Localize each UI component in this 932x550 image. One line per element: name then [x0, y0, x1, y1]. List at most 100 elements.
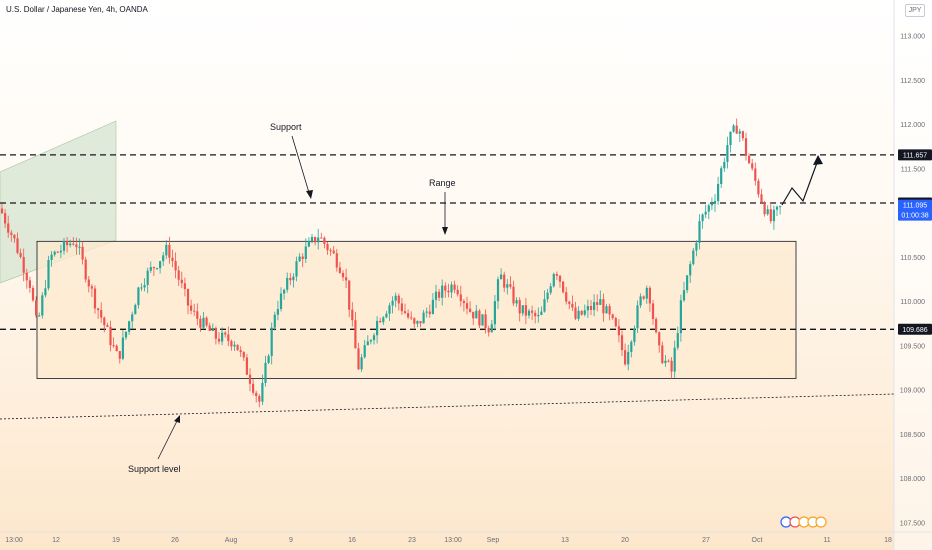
candle-body	[279, 293, 283, 310]
candle-body	[531, 310, 534, 313]
x-tick-label: 13	[561, 537, 569, 544]
price-level-badge-label: 111.657	[903, 152, 927, 159]
candle-body	[648, 287, 651, 304]
candle-body	[518, 300, 521, 314]
candle-body	[459, 294, 462, 302]
candle-body	[134, 305, 137, 315]
candle-body	[431, 299, 434, 314]
candle-body	[462, 301, 465, 304]
candle-body	[10, 232, 13, 235]
candle-body	[571, 303, 574, 308]
x-tick-label: 9	[289, 537, 293, 544]
y-tick-label: 113.000	[900, 34, 925, 41]
candle-body	[481, 314, 484, 326]
candle-body	[620, 335, 624, 351]
candle-body	[211, 328, 214, 331]
candle-body	[586, 305, 589, 311]
candle-body	[760, 194, 763, 203]
candle-body	[472, 311, 475, 319]
x-tick-label: 27	[702, 537, 710, 544]
candle-body	[146, 270, 149, 285]
candle-body	[441, 285, 444, 298]
candle-body	[574, 307, 577, 319]
candle-body	[323, 237, 326, 244]
candle-body	[345, 277, 348, 281]
x-tick-label: 12	[52, 537, 60, 544]
candle-body	[292, 276, 295, 281]
candle-body	[149, 267, 152, 271]
candle-body	[286, 277, 289, 290]
candle-body	[667, 360, 670, 362]
candle-body	[307, 241, 310, 247]
candle-body	[562, 281, 565, 293]
candle-body	[512, 286, 515, 304]
candle-body	[438, 291, 441, 298]
currency-button[interactable]: JPY	[905, 4, 925, 17]
candle-body	[320, 237, 323, 239]
candle-body	[689, 264, 692, 276]
candle-body	[558, 275, 562, 282]
price-axis[interactable]	[894, 0, 932, 550]
candle-body	[267, 355, 270, 363]
last-price-label: 111.095	[903, 203, 927, 210]
candle-body	[128, 321, 131, 332]
candle-body	[580, 310, 583, 315]
candle-body	[137, 287, 140, 306]
candle-body	[35, 300, 38, 316]
candle-body	[419, 321, 422, 324]
candle-body	[543, 299, 546, 312]
candle-body	[729, 131, 732, 146]
candle-body	[534, 312, 537, 317]
y-tick-label: 107.500	[900, 520, 925, 527]
support-arrowhead	[306, 190, 313, 199]
event-flag-icon[interactable]	[815, 516, 827, 528]
candle-body	[301, 256, 304, 260]
candle-body	[583, 310, 586, 315]
candle-body	[698, 221, 701, 243]
candle-body	[332, 250, 335, 254]
candle-body	[713, 200, 717, 204]
candle-body	[506, 284, 509, 288]
candle-body	[289, 277, 292, 281]
candle-body	[679, 300, 682, 334]
candle-body	[500, 274, 503, 280]
candle-body	[751, 163, 754, 169]
range-box	[36, 240, 797, 379]
candle-body	[710, 203, 713, 206]
candle-body	[741, 131, 744, 139]
candle-body	[224, 332, 227, 335]
candle-body	[565, 292, 568, 302]
candle-body	[208, 325, 211, 331]
candle-body	[47, 259, 50, 289]
candle-body	[664, 360, 667, 364]
candle-body	[366, 341, 369, 346]
candle-body	[686, 275, 689, 291]
candle-body	[503, 274, 506, 288]
support-level-arrowhead	[174, 415, 180, 423]
candle-body	[425, 311, 428, 313]
y-tick-label: 112.500	[900, 78, 925, 85]
candle-body	[106, 325, 109, 327]
candle-body	[453, 284, 456, 290]
candle-body	[335, 253, 338, 268]
candle-body	[537, 314, 540, 317]
candle-body	[217, 338, 221, 342]
candle-body	[611, 314, 614, 319]
candle-body	[670, 360, 673, 372]
candle-body	[44, 288, 47, 296]
candle-body	[180, 279, 183, 284]
candle-body	[118, 351, 121, 359]
candle-body	[416, 321, 419, 324]
candle-body	[165, 244, 168, 256]
candle-body	[444, 285, 447, 291]
candle-body	[636, 305, 639, 329]
candle-body	[487, 328, 490, 333]
annotation-label: Support level	[128, 464, 181, 474]
y-tick-label: 111.500	[901, 166, 925, 173]
candle-body	[329, 250, 332, 252]
candle-body	[270, 327, 273, 356]
candle-body	[276, 309, 279, 315]
candle-body	[577, 310, 580, 319]
